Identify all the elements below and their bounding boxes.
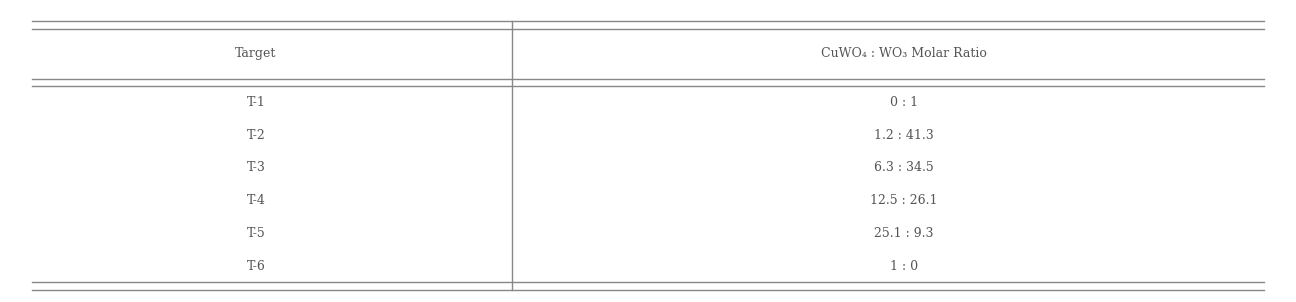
Text: T-1: T-1 (246, 96, 266, 109)
Text: T-3: T-3 (246, 161, 266, 174)
Text: 6.3 : 34.5: 6.3 : 34.5 (874, 161, 934, 174)
Text: 1.2 : 41.3: 1.2 : 41.3 (874, 129, 934, 142)
Text: 1 : 0: 1 : 0 (890, 259, 918, 272)
Text: 25.1 : 9.3: 25.1 : 9.3 (875, 227, 933, 240)
Text: 0 : 1: 0 : 1 (890, 96, 918, 109)
Text: CuWO₄ : WO₃ Molar Ratio: CuWO₄ : WO₃ Molar Ratio (822, 47, 986, 60)
Text: 12.5 : 26.1: 12.5 : 26.1 (870, 194, 938, 207)
Text: Target: Target (236, 47, 276, 60)
Text: T-5: T-5 (246, 227, 266, 240)
Text: T-4: T-4 (246, 194, 266, 207)
Text: T-2: T-2 (246, 129, 266, 142)
Text: T-6: T-6 (246, 259, 266, 272)
